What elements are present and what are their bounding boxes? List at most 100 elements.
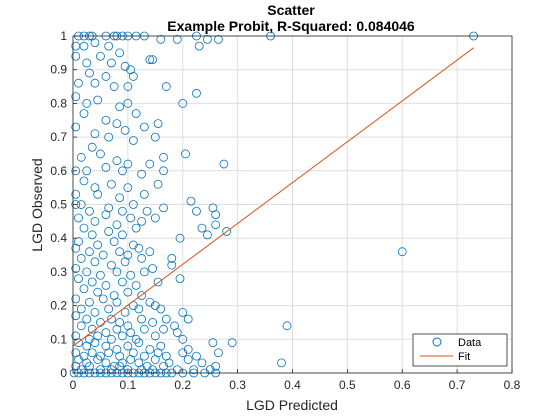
data-point [128, 136, 138, 145]
data-point [150, 132, 160, 142]
data-point [107, 260, 116, 270]
chart-title: Scatter [267, 2, 315, 18]
data-point [153, 277, 163, 287]
y-axis-ticks: 0 0.1 0.2 0.3 0.4 0.5 0.6 0.7 0.8 0.9 1 [50, 29, 77, 380]
data-point [93, 287, 103, 297]
data-point [159, 203, 168, 213]
data-point [139, 189, 149, 199]
data-point [93, 189, 103, 199]
data-point [71, 166, 81, 176]
data-point [71, 189, 81, 199]
data-point [150, 301, 160, 311]
data-point [90, 129, 100, 139]
data-point [107, 314, 116, 324]
legend: Data Fit [412, 333, 508, 367]
data-point [148, 365, 157, 375]
data-point [208, 203, 218, 213]
data-point [87, 348, 97, 358]
chart-subtitle: Example Probit, R-Squared: 0.084046 [167, 18, 415, 34]
data-point [85, 68, 94, 78]
data-point [112, 119, 122, 129]
data-point [282, 321, 292, 331]
data-point [85, 206, 94, 216]
y-axis-label: LGD Observed [29, 158, 45, 251]
data-point [101, 115, 111, 125]
data-point [194, 41, 204, 51]
fit-series [72, 47, 474, 347]
data-point [211, 361, 221, 371]
data-point [137, 291, 146, 300]
data-point [145, 297, 155, 307]
y-tick-label: 0.2 [50, 299, 67, 313]
legend-box [412, 333, 508, 367]
data-point [71, 311, 81, 321]
data-point [153, 179, 163, 189]
data-point [197, 223, 207, 233]
data-point [71, 92, 81, 102]
data-point [214, 348, 223, 358]
data-point [112, 297, 122, 307]
data-point [96, 365, 105, 375]
data-point [214, 34, 223, 44]
x-tick-label: 0.4 [284, 378, 301, 392]
data-point [277, 358, 286, 368]
data-point [82, 267, 92, 277]
data-point [76, 365, 86, 375]
data-point [76, 321, 86, 331]
data-point [208, 338, 218, 348]
data-point [123, 159, 133, 169]
data-point [186, 196, 196, 206]
data-point [117, 230, 127, 240]
data-point [117, 166, 127, 176]
data-point [227, 338, 237, 348]
data-point [79, 284, 89, 294]
data-point [87, 230, 97, 240]
data-point [145, 159, 155, 169]
x-tick-label: 0.3 [229, 378, 246, 392]
data-point [167, 254, 177, 263]
data-point [192, 351, 201, 361]
data-point [126, 355, 136, 364]
data-point [76, 152, 86, 162]
data-point [120, 61, 130, 71]
data-point [123, 341, 133, 351]
x-tick-label: 0.5 [339, 378, 356, 392]
data-point [131, 334, 141, 344]
data-point [96, 351, 105, 361]
data-point [74, 338, 83, 348]
data-point [71, 122, 81, 132]
data-point [126, 213, 136, 223]
data-point [172, 34, 182, 44]
data-point [222, 227, 232, 236]
data-point [93, 240, 103, 250]
data-point [145, 55, 155, 64]
data-point [98, 250, 108, 260]
data-point [109, 237, 119, 246]
data-point [112, 220, 122, 230]
x-tick-label: 0.1 [120, 378, 137, 392]
data-point [115, 193, 125, 203]
y-tick-label: 0.8 [50, 96, 67, 110]
data-point [172, 365, 182, 375]
data-point [98, 294, 108, 304]
data-point [128, 240, 138, 250]
data-point [85, 361, 94, 371]
data-point [131, 280, 141, 290]
data-point [104, 348, 114, 358]
data-point [137, 169, 146, 179]
data-point [79, 223, 89, 233]
data-point [120, 307, 130, 317]
data-point [74, 213, 83, 223]
data-point [71, 243, 81, 253]
data-point [82, 358, 92, 368]
data-point [107, 58, 116, 68]
y-tick-label: 0 [60, 366, 67, 380]
grid [72, 35, 513, 374]
data-point [167, 260, 177, 270]
data-point [139, 351, 149, 361]
data-point [189, 365, 199, 375]
data-point [90, 78, 100, 88]
data-point [123, 365, 133, 375]
data-point [96, 51, 105, 61]
